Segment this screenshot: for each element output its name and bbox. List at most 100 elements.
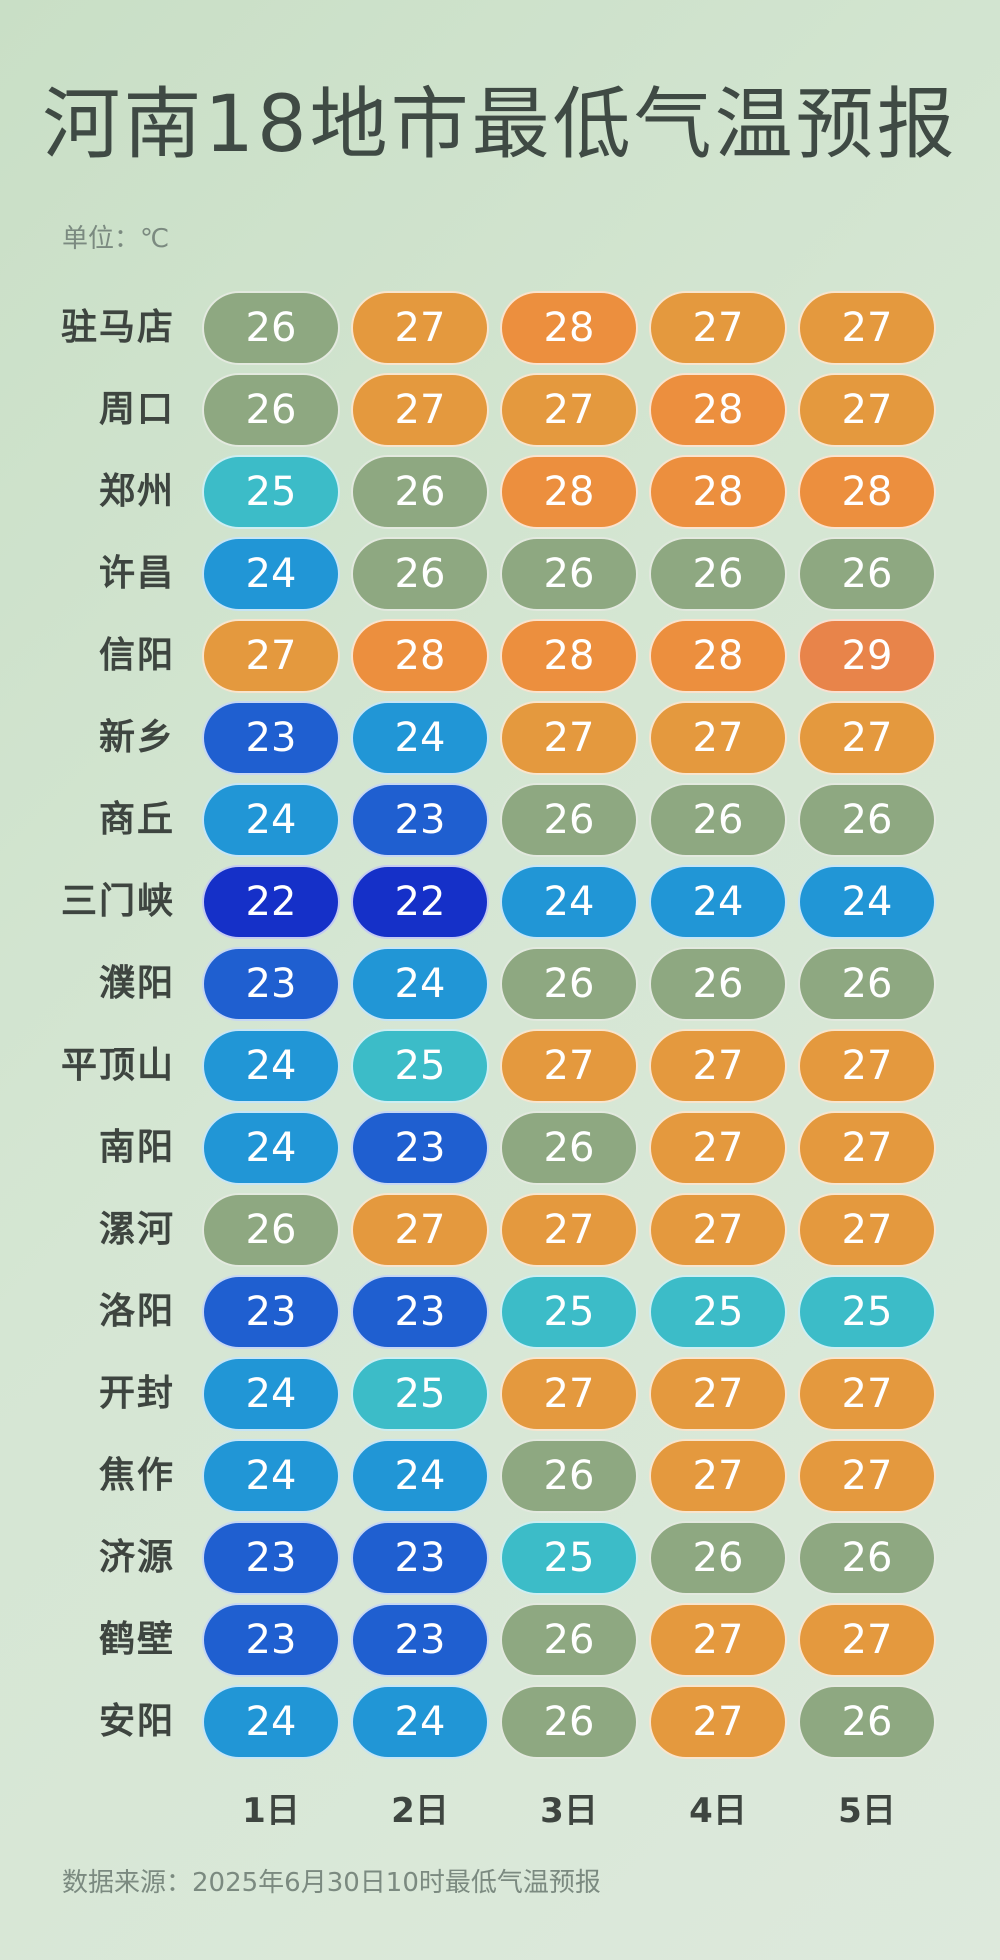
temperature-cell: 26 — [649, 1521, 787, 1595]
temperature-cell: 27 — [351, 1193, 489, 1267]
temperature-cell: 28 — [649, 455, 787, 529]
temperature-cell: 27 — [798, 1193, 936, 1267]
table-row: 鹤壁 23 23 26 27 27 — [0, 1602, 1000, 1684]
city-label: 开封 — [98, 1373, 175, 1414]
table-row: 南阳 24 23 26 27 27 — [0, 1110, 1000, 1192]
temperature-cell: 26 — [202, 291, 340, 365]
temperature-cell: 26 — [500, 1111, 638, 1185]
day-label: 2日 — [391, 1791, 449, 1831]
table-row: 商丘 24 23 26 26 26 — [0, 782, 1000, 864]
city-label: 信阳 — [98, 635, 175, 676]
table-row: 三门峡 22 22 24 24 24 — [0, 864, 1000, 946]
city-label: 洛阳 — [98, 1291, 175, 1332]
table-row: 郑州 25 26 28 28 28 — [0, 454, 1000, 536]
temperature-cell: 25 — [500, 1521, 638, 1595]
temperature-cell: 26 — [798, 947, 936, 1021]
temperature-cell: 25 — [351, 1357, 489, 1431]
temperature-cell: 27 — [649, 1357, 787, 1431]
temperature-cell: 27 — [351, 373, 489, 447]
table-row: 许昌 24 26 26 26 26 — [0, 536, 1000, 618]
temperature-cell: 26 — [649, 537, 787, 611]
table-row: 焦作 24 24 26 27 27 — [0, 1438, 1000, 1520]
table-row: 安阳 24 24 26 27 26 — [0, 1684, 1000, 1766]
temperature-cell: 26 — [798, 783, 936, 857]
temperature-cell: 27 — [649, 1029, 787, 1103]
table-row: 开封 24 25 27 27 27 — [0, 1356, 1000, 1438]
city-label: 郑州 — [98, 471, 175, 512]
temperature-cell: 26 — [798, 1685, 936, 1759]
temperature-cell: 26 — [500, 1439, 638, 1513]
temperature-cell: 25 — [351, 1029, 489, 1103]
temperature-cell: 23 — [202, 947, 340, 1021]
temperature-cell: 27 — [649, 1685, 787, 1759]
city-label: 济源 — [98, 1537, 175, 1578]
temperature-cell: 22 — [202, 865, 340, 939]
temperature-cell: 28 — [649, 373, 787, 447]
temperature-cell: 26 — [798, 1521, 936, 1595]
unit-label: 单位：℃ — [62, 224, 170, 254]
temperature-cell: 24 — [202, 1111, 340, 1185]
temperature-cell: 28 — [500, 455, 638, 529]
temperature-cell: 26 — [202, 373, 340, 447]
temperature-cell: 26 — [798, 537, 936, 611]
city-label: 安阳 — [98, 1701, 175, 1742]
temperature-cell: 26 — [202, 1193, 340, 1267]
temperature-cell: 29 — [798, 619, 936, 693]
temperature-cell: 27 — [649, 1439, 787, 1513]
city-label: 平顶山 — [60, 1045, 175, 1086]
temperature-cell: 23 — [351, 1521, 489, 1595]
temperature-cell: 25 — [798, 1275, 936, 1349]
temperature-cell: 24 — [351, 701, 489, 775]
temperature-cell: 27 — [798, 1603, 936, 1677]
temperature-cell: 27 — [649, 701, 787, 775]
table-row: 周口 26 27 27 28 27 — [0, 372, 1000, 454]
temperature-cell: 25 — [500, 1275, 638, 1349]
city-label: 周口 — [98, 389, 175, 430]
temperature-cell: 27 — [500, 373, 638, 447]
temperature-cell: 22 — [351, 865, 489, 939]
city-label: 许昌 — [98, 553, 175, 594]
temperature-cell: 26 — [649, 783, 787, 857]
table-row: 濮阳 23 24 26 26 26 — [0, 946, 1000, 1028]
temperature-cell: 24 — [351, 947, 489, 1021]
day-axis: 1日 2日 3日 4日 5日 — [0, 1786, 1000, 1836]
city-label: 商丘 — [98, 799, 175, 840]
temperature-cell: 27 — [500, 1193, 638, 1267]
day-label: 1日 — [242, 1791, 300, 1831]
data-source: 数据来源：2025年6月30日10时最低气温预报 — [62, 1868, 601, 1898]
temperature-cell: 24 — [351, 1685, 489, 1759]
temperature-cell: 27 — [649, 1603, 787, 1677]
temperature-cell: 28 — [500, 291, 638, 365]
table-row: 漯河 26 27 27 27 27 — [0, 1192, 1000, 1274]
temperature-cell: 27 — [798, 1357, 936, 1431]
city-label: 南阳 — [98, 1127, 175, 1168]
temperature-cell: 23 — [351, 1603, 489, 1677]
temperature-cell: 27 — [500, 701, 638, 775]
table-row: 驻马店 26 27 28 27 27 — [0, 290, 1000, 372]
temperature-cell: 23 — [202, 1275, 340, 1349]
city-label: 鹤壁 — [98, 1619, 175, 1660]
temperature-cell: 23 — [351, 1111, 489, 1185]
temperature-cell: 24 — [649, 865, 787, 939]
temperature-cell: 24 — [798, 865, 936, 939]
temperature-cell: 25 — [202, 455, 340, 529]
temperature-cell: 24 — [500, 865, 638, 939]
city-label: 濮阳 — [98, 963, 175, 1004]
city-label: 新乡 — [98, 717, 175, 758]
temperature-cell: 26 — [500, 1685, 638, 1759]
temperature-cell: 28 — [500, 619, 638, 693]
temperature-cell: 26 — [351, 455, 489, 529]
temperature-cell: 24 — [351, 1439, 489, 1513]
day-label: 4日 — [689, 1791, 747, 1831]
temperature-cell: 24 — [202, 537, 340, 611]
temperature-cell: 23 — [202, 1521, 340, 1595]
table-row: 洛阳 23 23 25 25 25 — [0, 1274, 1000, 1356]
temperature-cell: 27 — [798, 1029, 936, 1103]
city-label: 三门峡 — [60, 881, 175, 922]
temperature-cell: 24 — [202, 1357, 340, 1431]
temperature-cell: 27 — [649, 1193, 787, 1267]
temperature-cell: 27 — [649, 291, 787, 365]
temperature-cell: 26 — [500, 537, 638, 611]
temperature-cell: 27 — [798, 373, 936, 447]
day-label: 5日 — [838, 1791, 896, 1831]
